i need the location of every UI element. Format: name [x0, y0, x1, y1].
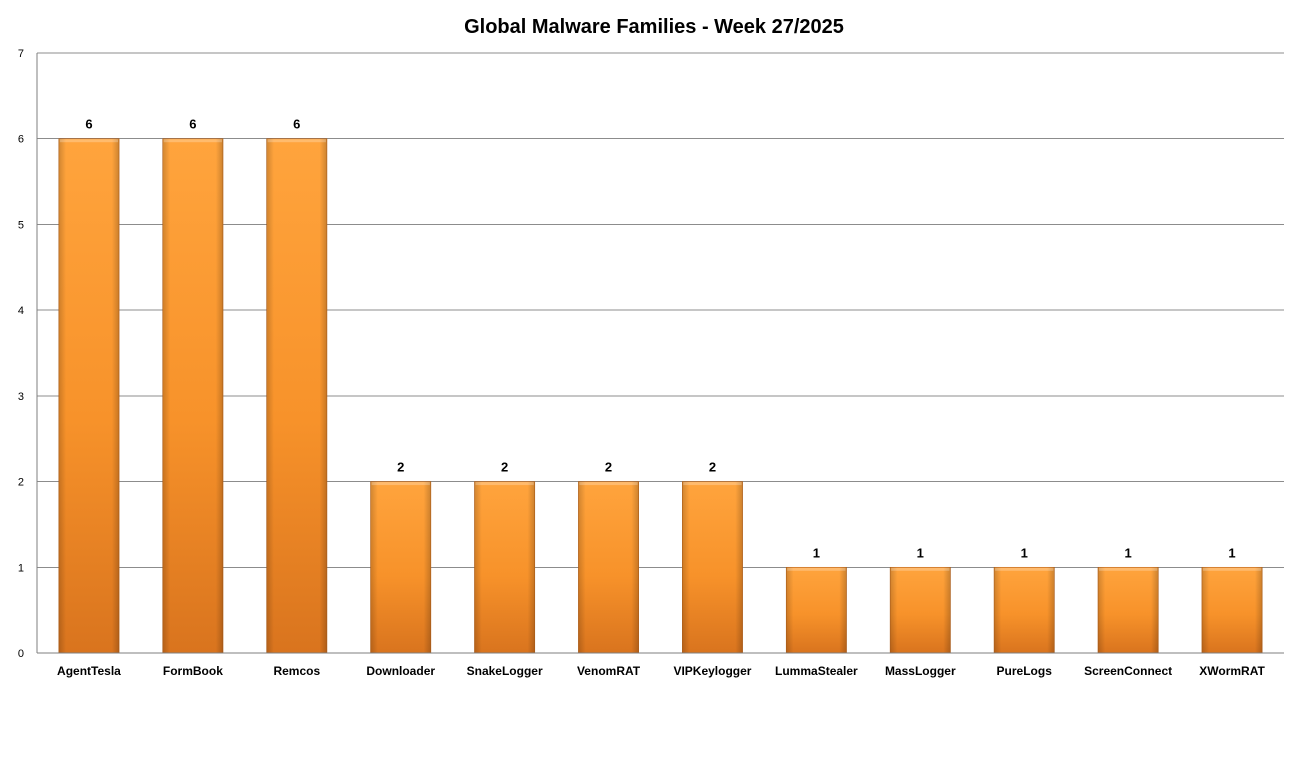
data-labels: 6 6 6 2 2 2 2 1 1 1 1 1	[85, 117, 1235, 561]
data-label: 1	[917, 545, 924, 560]
data-label: 1	[1228, 545, 1235, 560]
data-label: 6	[189, 117, 196, 132]
bar-highlight	[475, 482, 534, 486]
y-tick-label: 6	[18, 134, 24, 146]
x-tick-label: ScreenConnect	[1084, 664, 1172, 678]
y-tick-label: 0	[18, 648, 24, 660]
bar-highlight	[1202, 567, 1262, 571]
y-tick-label: 4	[18, 305, 24, 317]
bar-shading	[266, 138, 327, 653]
bar-xwormrat	[1201, 566, 1263, 654]
bar-highlight	[891, 567, 950, 571]
y-tick-label: 2	[18, 477, 24, 489]
bar-lummastealer	[785, 566, 847, 654]
bar-highlight	[59, 139, 119, 143]
bar-agenttesla	[58, 138, 120, 654]
bar-highlight	[683, 482, 742, 486]
x-tick-label: PureLogs	[997, 664, 1053, 678]
bar-shading	[1201, 567, 1263, 653]
data-label: 2	[709, 460, 716, 475]
x-tick-label: MassLogger	[885, 664, 956, 678]
data-label: 2	[501, 460, 508, 475]
data-label: 1	[1021, 545, 1028, 560]
bar-snakelogger	[474, 481, 536, 654]
bar-highlight	[995, 567, 1054, 571]
data-label: 1	[1125, 545, 1132, 560]
x-tick-label: VenomRAT	[577, 664, 641, 678]
x-axis-category-labels: AgentTesla FormBook Remcos Downloader SnakeL…	[57, 664, 1265, 678]
bar-shading	[682, 481, 743, 653]
bar-highlight	[163, 139, 223, 143]
x-tick-label: LummaStealer	[775, 664, 858, 678]
x-tick-label: VIPKeylogger	[673, 664, 751, 678]
y-tick-label: 3	[18, 391, 24, 403]
bar-formbook	[162, 138, 224, 654]
bar-shading	[890, 567, 951, 653]
bar-masslogger	[889, 566, 951, 654]
y-axis-tick-labels: 0 1 2 3 4 5 6 7	[18, 48, 24, 660]
y-tick-label: 5	[18, 219, 24, 231]
bar-shading	[1097, 567, 1159, 653]
bar-remcos	[266, 138, 328, 654]
bar-purelogs	[993, 566, 1055, 654]
data-label: 2	[397, 460, 404, 475]
bar-shading	[370, 481, 431, 653]
y-tick-label: 7	[18, 48, 24, 60]
bar-shading	[162, 138, 224, 653]
x-tick-label: Downloader	[366, 664, 435, 678]
bar-venomrat	[578, 481, 639, 654]
data-label: 6	[85, 117, 92, 132]
bar-shading	[786, 567, 847, 653]
bar-shading	[578, 481, 639, 653]
x-tick-label: SnakeLogger	[467, 664, 543, 678]
data-label: 2	[605, 460, 612, 475]
x-tick-label: AgentTesla	[57, 664, 121, 678]
bars	[58, 138, 1263, 654]
bar-highlight	[787, 567, 846, 571]
x-tick-label: Remcos	[273, 664, 320, 678]
bar-downloader	[370, 481, 432, 654]
x-tick-label: XWormRAT	[1199, 664, 1265, 678]
bar-vipkeylogger	[682, 481, 743, 654]
bar-highlight	[267, 139, 326, 143]
bar-highlight	[579, 482, 638, 486]
bar-shading	[994, 567, 1055, 653]
x-tick-label: FormBook	[163, 664, 223, 678]
data-label: 1	[813, 545, 820, 560]
chart-title: Global Malware Families - Week 27/2025	[464, 16, 844, 38]
bar-shading	[474, 481, 535, 653]
y-tick-label: 1	[18, 562, 24, 574]
data-label: 6	[293, 117, 300, 132]
bar-highlight	[1098, 567, 1158, 571]
bar-shading	[58, 138, 120, 653]
bar-screenconnect	[1097, 566, 1159, 654]
gridlines	[37, 52, 1284, 568]
bar-highlight	[371, 482, 430, 486]
